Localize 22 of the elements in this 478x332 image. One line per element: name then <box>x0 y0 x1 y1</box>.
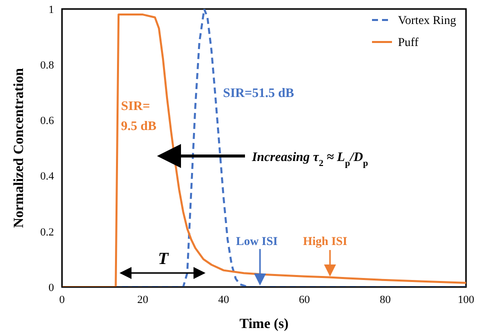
legend-label: Puff <box>398 35 418 49</box>
annotation: SIR=51.5 dB <box>223 85 294 100</box>
y-tick-label: 0 <box>48 282 54 294</box>
y-tick-label: 1 <box>48 4 54 16</box>
y-tick-label: 0.8 <box>40 60 54 72</box>
y-axis-title: Normalized Concentration <box>12 68 27 228</box>
y-tick-label: 0.4 <box>40 170 54 183</box>
x-tick-label: 40 <box>218 294 230 306</box>
annotation: Low ISI <box>236 234 278 248</box>
y-tick-label: 0.2 <box>40 226 54 238</box>
annotation: T <box>158 249 169 268</box>
annotation: Increasing τ$_{2}$ ≈ L$_{p}$/D$_{p}$ <box>251 149 368 168</box>
x-tick-label: 20 <box>137 294 149 306</box>
x-axis-title: Time (s) <box>239 317 289 332</box>
x-tick-label: 80 <box>380 294 392 306</box>
x-tick-label: 0 <box>59 294 66 306</box>
annotation: SIR= 9.5 dB <box>121 98 157 133</box>
annotation: High ISI <box>303 234 348 248</box>
x-tick-label: 100 <box>458 294 475 306</box>
legend-label: Vortex Ring <box>398 13 456 27</box>
y-tick-label: 0.6 <box>40 115 54 128</box>
x-tick-label: 60 <box>298 294 310 306</box>
